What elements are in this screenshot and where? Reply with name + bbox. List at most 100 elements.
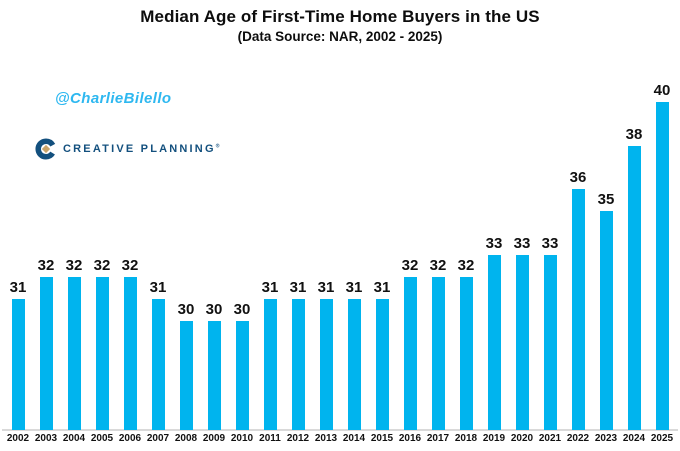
bar-column: 32	[88, 257, 116, 430]
x-axis-tick-label: 2005	[90, 433, 114, 444]
x-axis-tick-label: 2014	[342, 433, 366, 444]
bar-value-label: 33	[485, 235, 503, 252]
bar	[403, 277, 417, 430]
bar-value-label: 35	[597, 191, 615, 208]
bar-value-label: 30	[177, 301, 195, 318]
bar-column: 32	[396, 257, 424, 430]
bar-column: 32	[32, 257, 60, 430]
bar-value-label: 36	[569, 169, 587, 186]
bar	[627, 146, 641, 430]
x-axis-tick-label: 2021	[538, 433, 562, 444]
bar-value-label: 40	[653, 82, 671, 99]
x-axis-tick-label: 2006	[118, 433, 142, 444]
bar-column: 31	[312, 279, 340, 430]
x-axis-tick-label: 2002	[6, 433, 30, 444]
bar-column: 31	[340, 279, 368, 430]
bar-value-label: 32	[121, 257, 139, 274]
bar	[319, 299, 333, 430]
bar-value-label: 31	[317, 279, 335, 296]
bar-value-label: 32	[93, 257, 111, 274]
x-axis-tick-label: 2019	[482, 433, 506, 444]
bar	[599, 211, 613, 430]
bar-column: 31	[368, 279, 396, 430]
bar-column: 33	[508, 235, 536, 430]
x-axis-tick-label: 2008	[174, 433, 198, 444]
bar	[347, 299, 361, 430]
x-axis-tick-label: 2004	[62, 433, 86, 444]
bar	[179, 321, 193, 430]
bar	[67, 277, 81, 430]
bar-column: 32	[424, 257, 452, 430]
bar-column: 31	[256, 279, 284, 430]
chart-subtitle: (Data Source: NAR, 2002 - 2025)	[237, 29, 443, 44]
chart-title: Median Age of First-Time Home Buyers in …	[140, 7, 540, 26]
bar	[291, 299, 305, 430]
bar-column: 40	[648, 82, 676, 430]
bar-value-label: 33	[541, 235, 559, 252]
x-axis-tick-label: 2011	[259, 433, 281, 444]
bar-column: 38	[620, 126, 648, 430]
bar-value-label: 32	[457, 257, 475, 274]
bar	[543, 255, 557, 430]
x-axis-tick-label: 2022	[566, 433, 590, 444]
bar-value-label: 32	[37, 257, 55, 274]
bar-column: 31	[4, 279, 32, 430]
bar	[39, 277, 53, 430]
x-axis-tick-label: 2020	[510, 433, 534, 444]
x-axis-tick-label: 2023	[594, 433, 618, 444]
chart-header: Median Age of First-Time Home Buyers in …	[0, 5, 680, 46]
x-axis-tick-label: 2007	[146, 433, 170, 444]
bar	[571, 189, 585, 430]
bar-column: 30	[200, 301, 228, 430]
trademark-symbol: ®	[215, 143, 220, 150]
bar	[375, 299, 389, 430]
bar	[515, 255, 529, 430]
bar-value-label: 33	[513, 235, 531, 252]
bar-column: 30	[228, 301, 256, 430]
bar-column: 33	[480, 235, 508, 430]
bar-column: 32	[116, 257, 144, 430]
x-axis-line	[2, 429, 678, 431]
x-axis-tick-label: 2024	[622, 433, 646, 444]
bar	[151, 299, 165, 430]
bar	[235, 321, 249, 430]
author-watermark: @CharlieBilello	[55, 90, 172, 107]
x-axis-tick-label: 2009	[202, 433, 226, 444]
bar-value-label: 30	[233, 301, 251, 318]
bar-column: 30	[172, 301, 200, 430]
bar	[263, 299, 277, 430]
bar-value-label: 31	[373, 279, 391, 296]
bar-column: 33	[536, 235, 564, 430]
x-axis-tick-label: 2015	[370, 433, 394, 444]
bar	[95, 277, 109, 430]
bar-value-label: 38	[625, 126, 643, 143]
x-axis-tick-label: 2018	[454, 433, 478, 444]
x-axis-labels: 2002 2003 2004 2005 2006 2007 2008 2009 2010 2011…	[4, 433, 676, 444]
x-axis-tick-label: 2010	[230, 433, 254, 444]
x-axis-tick-label: 2012	[286, 433, 310, 444]
bar-column: 35	[592, 191, 620, 430]
bar-column: 31	[284, 279, 312, 430]
x-axis-tick-label: 2016	[398, 433, 422, 444]
bar-value-label: 32	[65, 257, 83, 274]
bar-column: 32	[452, 257, 480, 430]
x-axis-tick-label: 2025	[650, 433, 674, 444]
bar	[123, 277, 137, 430]
x-axis-tick-label: 2003	[34, 433, 58, 444]
bar	[487, 255, 501, 430]
bar-column: 31	[144, 279, 172, 430]
bar	[655, 102, 669, 430]
bar-value-label: 31	[149, 279, 167, 296]
bars-area: 31 32 32 32 32 31 30 30 30 31 31 31 31 31 32 32 32 33 33 33…	[4, 60, 676, 430]
bar-value-label: 31	[9, 279, 27, 296]
x-axis-tick-label: 2013	[314, 433, 338, 444]
bar	[11, 299, 25, 430]
bar-column: 36	[564, 169, 592, 430]
creative-planning-logo-text: CREATIVE PLANNING®	[63, 143, 220, 155]
bar-value-label: 31	[345, 279, 363, 296]
bar-column: 32	[60, 257, 88, 430]
creative-planning-logo: CREATIVE PLANNING®	[35, 138, 219, 160]
bar	[459, 277, 473, 430]
